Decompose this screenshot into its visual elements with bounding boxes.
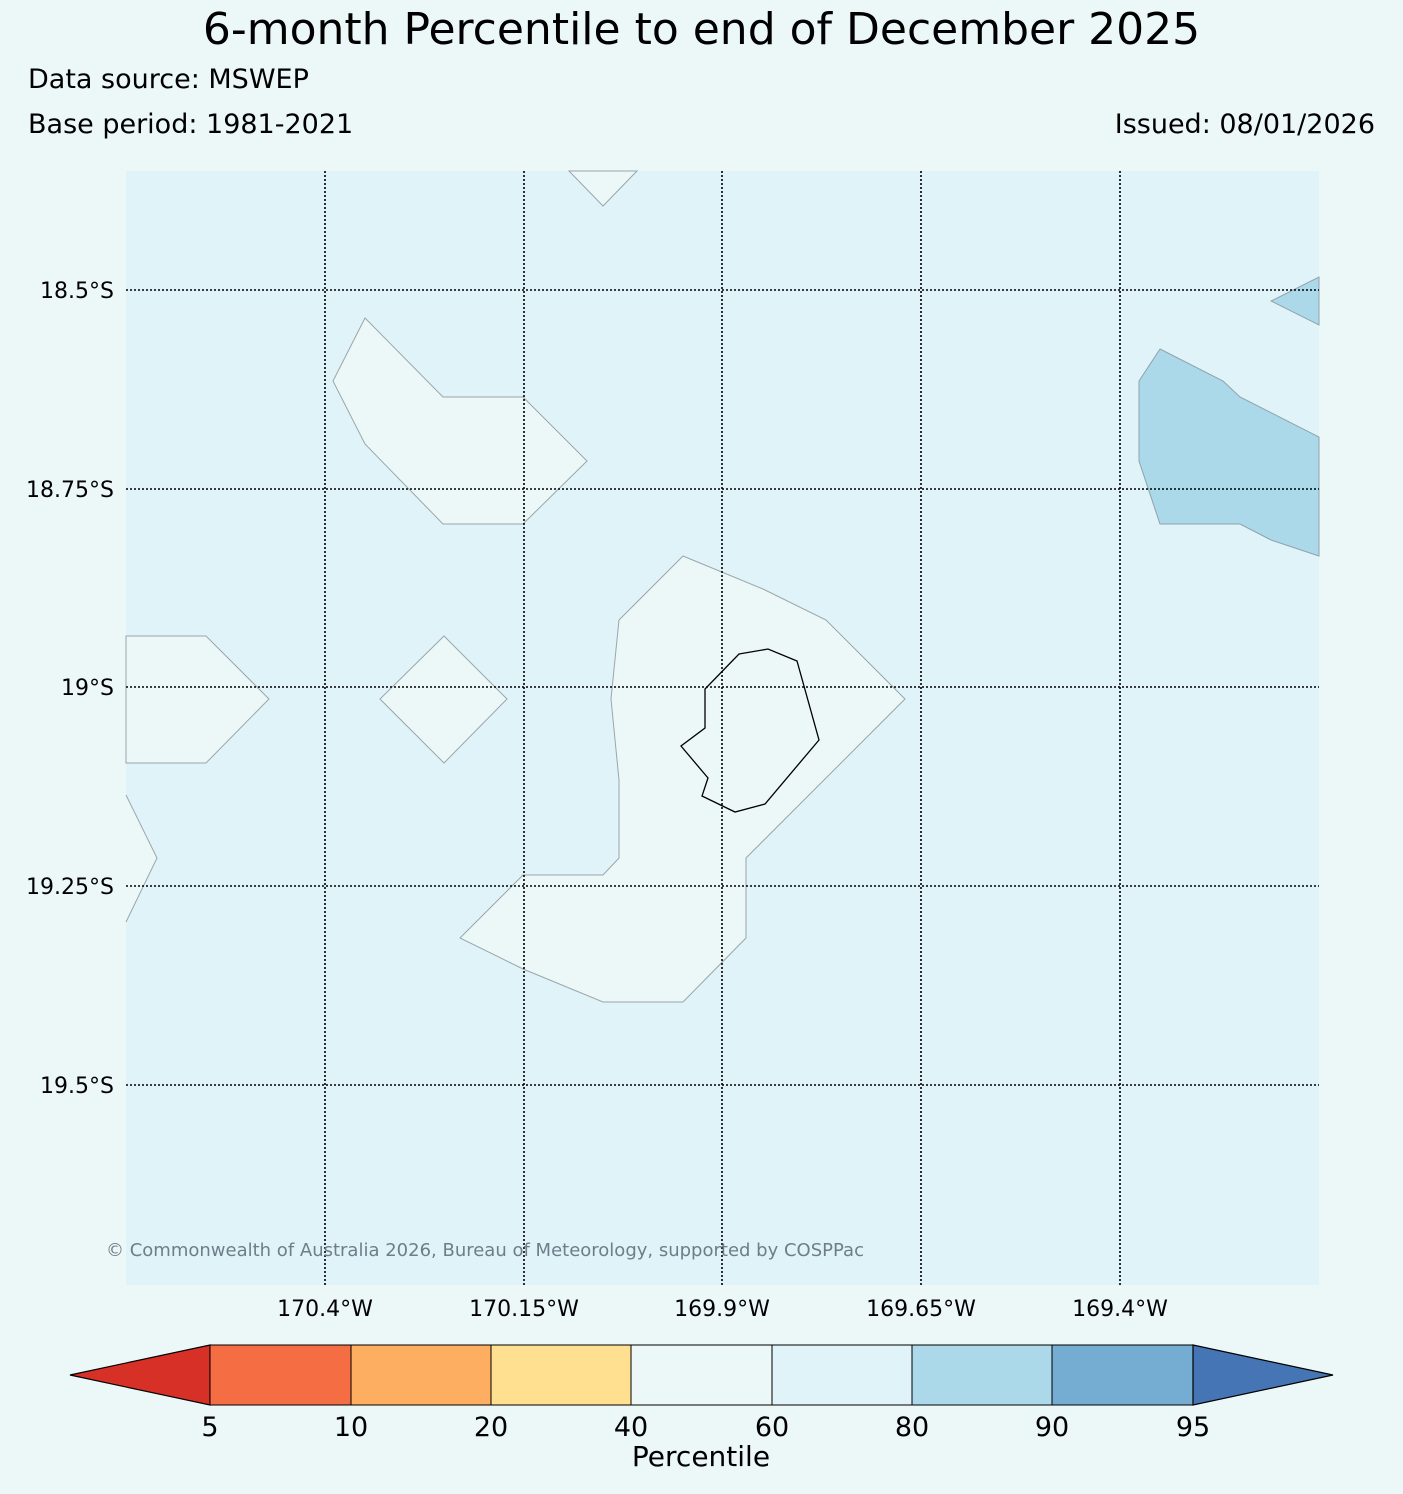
region-80-90-northeast <box>1269 276 1320 326</box>
colorbar-segment-80-90 <box>911 1344 1053 1406</box>
data-source-label: Data source: MSWEP <box>28 64 309 95</box>
colorbar-tick-60: 60 <box>755 1412 789 1443</box>
lon-label-170-15: 170.15°W <box>469 1297 579 1322</box>
copyright-notice: © Commonwealth of Australia 2026, Bureau… <box>106 1240 864 1261</box>
region-40-60-west-edge-lower <box>125 794 158 923</box>
region-40-60-around-island <box>459 555 906 1003</box>
colorbar-tick-90: 90 <box>1035 1412 1069 1443</box>
region-40-60-west-diamond <box>379 635 508 764</box>
lat-label-19: 19°S <box>61 676 114 701</box>
lat-label-19-25: 19.25°S <box>26 875 114 900</box>
colorbar-tick-5: 5 <box>201 1412 218 1443</box>
colorbar-tick-20: 20 <box>474 1412 508 1443</box>
lat-label-19-5: 19.5°S <box>40 1074 114 1099</box>
issued-date-label: Issued: 08/01/2026 <box>1114 109 1375 140</box>
lon-label-169-9: 169.9°W <box>674 1297 770 1322</box>
colorbar-segment-90-95 <box>1051 1344 1194 1406</box>
lon-label-169-65: 169.65°W <box>866 1297 976 1322</box>
colorbar-extend-high <box>1192 1344 1334 1406</box>
island-coastline <box>680 648 820 813</box>
lat-label-18-5: 18.5°S <box>40 279 114 304</box>
colorbar-tick-10: 10 <box>334 1412 368 1443</box>
map-title: 6-month Percentile to end of December 20… <box>202 4 1201 55</box>
base-period-label: Base period: 1981-2021 <box>28 109 354 140</box>
colorbar-tick-80: 80 <box>895 1412 929 1443</box>
gridlines <box>126 171 1319 1285</box>
lon-label-169-4: 169.4°W <box>1072 1297 1168 1322</box>
colorbar-tick-40: 40 <box>614 1412 648 1443</box>
colorbar: 5 10 20 40 60 80 90 95 Percentile <box>69 1344 1334 1473</box>
colorbar-segment-60-80 <box>771 1344 913 1406</box>
colorbar-extend-low <box>69 1344 211 1406</box>
colorbar-tick-95: 95 <box>1176 1412 1210 1443</box>
colorbar-segment-40-60 <box>630 1344 773 1406</box>
colorbar-segment-20-40 <box>490 1344 632 1406</box>
colorbar-title: Percentile <box>632 1440 770 1473</box>
lat-label-18-75: 18.75°S <box>26 478 114 503</box>
colorbar-segment-5-10 <box>209 1344 352 1406</box>
colorbar-segment-10-20 <box>350 1344 492 1406</box>
region-40-60-west-edge <box>125 635 270 764</box>
region-80-90-east <box>1138 348 1320 557</box>
lon-label-170-4: 170.4°W <box>277 1297 373 1322</box>
region-40-60-top <box>567 170 639 207</box>
map-panel: 18.5°S 18.75°S 19°S 19.25°S 19.5°S 170.4… <box>26 170 1320 1322</box>
